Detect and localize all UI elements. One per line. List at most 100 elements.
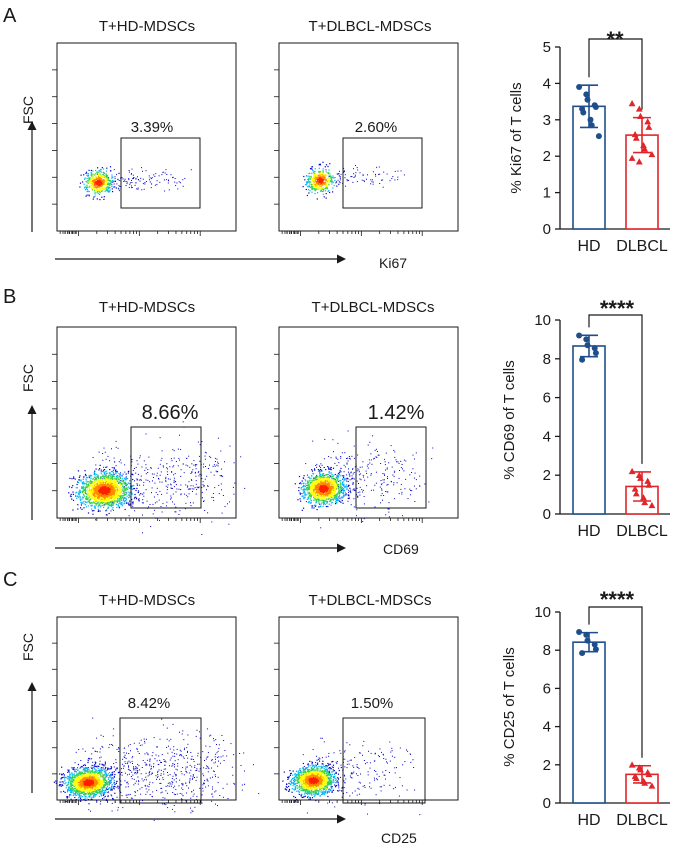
- y-tick-label: 4: [543, 75, 551, 92]
- y-axis-ticks: [52, 353, 57, 492]
- event-density-cloud: [282, 737, 421, 816]
- flow-plot-title: T+HD-MDSCs: [99, 299, 195, 316]
- data-point: [632, 134, 640, 141]
- bar-chart: 0 1 2 3 4 5 % Ki67 of T cells HD DLBCL **: [508, 27, 670, 255]
- data-point: [648, 150, 656, 158]
- y-tick-label: 0: [543, 506, 551, 523]
- data-point: [640, 494, 647, 501]
- y-tick-label: 8: [543, 351, 551, 368]
- data-point: [631, 130, 639, 138]
- y-axis-ticks: [274, 69, 279, 205]
- significance-stars: ****: [600, 587, 635, 612]
- data-point: [641, 498, 649, 506]
- marker-arrow: [55, 254, 346, 264]
- fsc-arrow: [27, 121, 37, 232]
- marker-label: Ki67: [379, 255, 407, 271]
- x-tick-label: DLBCL: [616, 238, 668, 255]
- y-axis: 0 2 4 6 8 10: [534, 604, 561, 812]
- gate: [342, 137, 423, 209]
- data-point: [637, 766, 644, 773]
- y-axis-label: % Ki67 of T cells: [508, 82, 525, 193]
- y-axis-ticks: [274, 642, 279, 775]
- data-point: [595, 133, 602, 140]
- flow-plot: 1.42%: [274, 326, 459, 529]
- significance-bracket: [588, 606, 643, 758]
- y-axis-label: % CD69 of T cells: [501, 360, 518, 480]
- y-tick-label: 2: [543, 467, 551, 484]
- data-point: [635, 158, 643, 165]
- data-point: [587, 116, 594, 123]
- fsc-arrow: [27, 682, 37, 793]
- marker-arrow: [55, 814, 346, 824]
- gate-percentage: 1.50%: [351, 695, 394, 712]
- x-axis-ticks: [281, 518, 423, 523]
- y-axis-ticks: [52, 642, 57, 775]
- y-tick-label: 0: [543, 795, 551, 812]
- data-point: [628, 100, 636, 107]
- data-point: [644, 118, 652, 125]
- panel-c: C FSC CD25 T+HD-MDSCs 8.42% T+DLBCL-MDSC…: [3, 569, 670, 846]
- data-point: [628, 761, 636, 768]
- gate: [355, 426, 427, 509]
- marker-arrow: [55, 543, 346, 553]
- data-point: [641, 145, 649, 152]
- flow-plot: 8.66%: [52, 326, 246, 535]
- fsc-arrow: [27, 405, 37, 520]
- data-point: [592, 104, 599, 111]
- data-point: [583, 91, 590, 98]
- data-point: [588, 122, 595, 129]
- fsc-label: FSC: [20, 96, 36, 124]
- significance-bracket: [588, 38, 643, 110]
- gate-percentage: 2.60%: [355, 119, 398, 136]
- panel-letter: A: [3, 5, 17, 27]
- y-tick-label: 2: [543, 757, 551, 774]
- y-tick-label: 3: [543, 112, 551, 129]
- data-point: [645, 770, 653, 778]
- gate: [119, 717, 202, 804]
- data-point: [584, 637, 591, 644]
- y-axis-ticks: [274, 353, 279, 492]
- y-axis-ticks: [52, 69, 57, 205]
- x-tick-label: DLBCL: [616, 812, 668, 829]
- data-point: [576, 629, 583, 636]
- gate-percentage: 8.66%: [142, 402, 199, 424]
- data-point: [637, 112, 644, 119]
- data-point: [583, 631, 590, 638]
- data-point: [628, 467, 636, 475]
- flow-plot-title: T+DLBCL-MDSCs: [309, 592, 432, 609]
- flow-plot-title: T+HD-MDSCs: [99, 18, 195, 35]
- data-point: [583, 336, 590, 343]
- y-tick-label: 0: [543, 221, 551, 238]
- data-point: [592, 646, 599, 653]
- flow-plot-title: T+DLBCL-MDSCs: [309, 18, 432, 35]
- gate-percentage: 8.42%: [128, 695, 171, 712]
- y-axis: 0 1 2 3 4 5: [543, 39, 561, 238]
- x-axis-ticks: [281, 231, 423, 236]
- panel-letter: B: [3, 286, 16, 308]
- fsc-label: FSC: [20, 633, 36, 661]
- panel-b: B FSC CD69 T+HD-MDSCs 8.66% T+DLBCL-MDSC…: [3, 286, 670, 557]
- data-point: [632, 774, 640, 781]
- data-point: [576, 332, 583, 339]
- data-point: [648, 501, 656, 509]
- y-tick-label: 2: [543, 148, 551, 165]
- event-density-cloud: [68, 421, 246, 535]
- flow-plot: 1.50%: [274, 616, 459, 816]
- gate: [120, 137, 201, 209]
- data-point: [628, 154, 636, 161]
- gate-percentage: 3.39%: [131, 119, 174, 136]
- x-axis-ticks: [59, 518, 201, 523]
- marker-label: CD69: [383, 541, 419, 557]
- data-point: [579, 356, 586, 363]
- significance-stars: **: [606, 27, 624, 52]
- panel-letter: C: [3, 569, 17, 591]
- y-tick-label: 4: [543, 719, 551, 736]
- bar-hd: [572, 641, 606, 804]
- flow-plot: 2.60%: [274, 42, 459, 236]
- bar-chart: 0 2 4 6 8 10 % CD69 of T cells HD DLBCL ****: [501, 296, 670, 540]
- x-tick-label: DLBCL: [616, 523, 668, 540]
- x-tick-label: HD: [577, 812, 600, 829]
- data-point: [648, 782, 656, 789]
- data-point: [641, 779, 649, 786]
